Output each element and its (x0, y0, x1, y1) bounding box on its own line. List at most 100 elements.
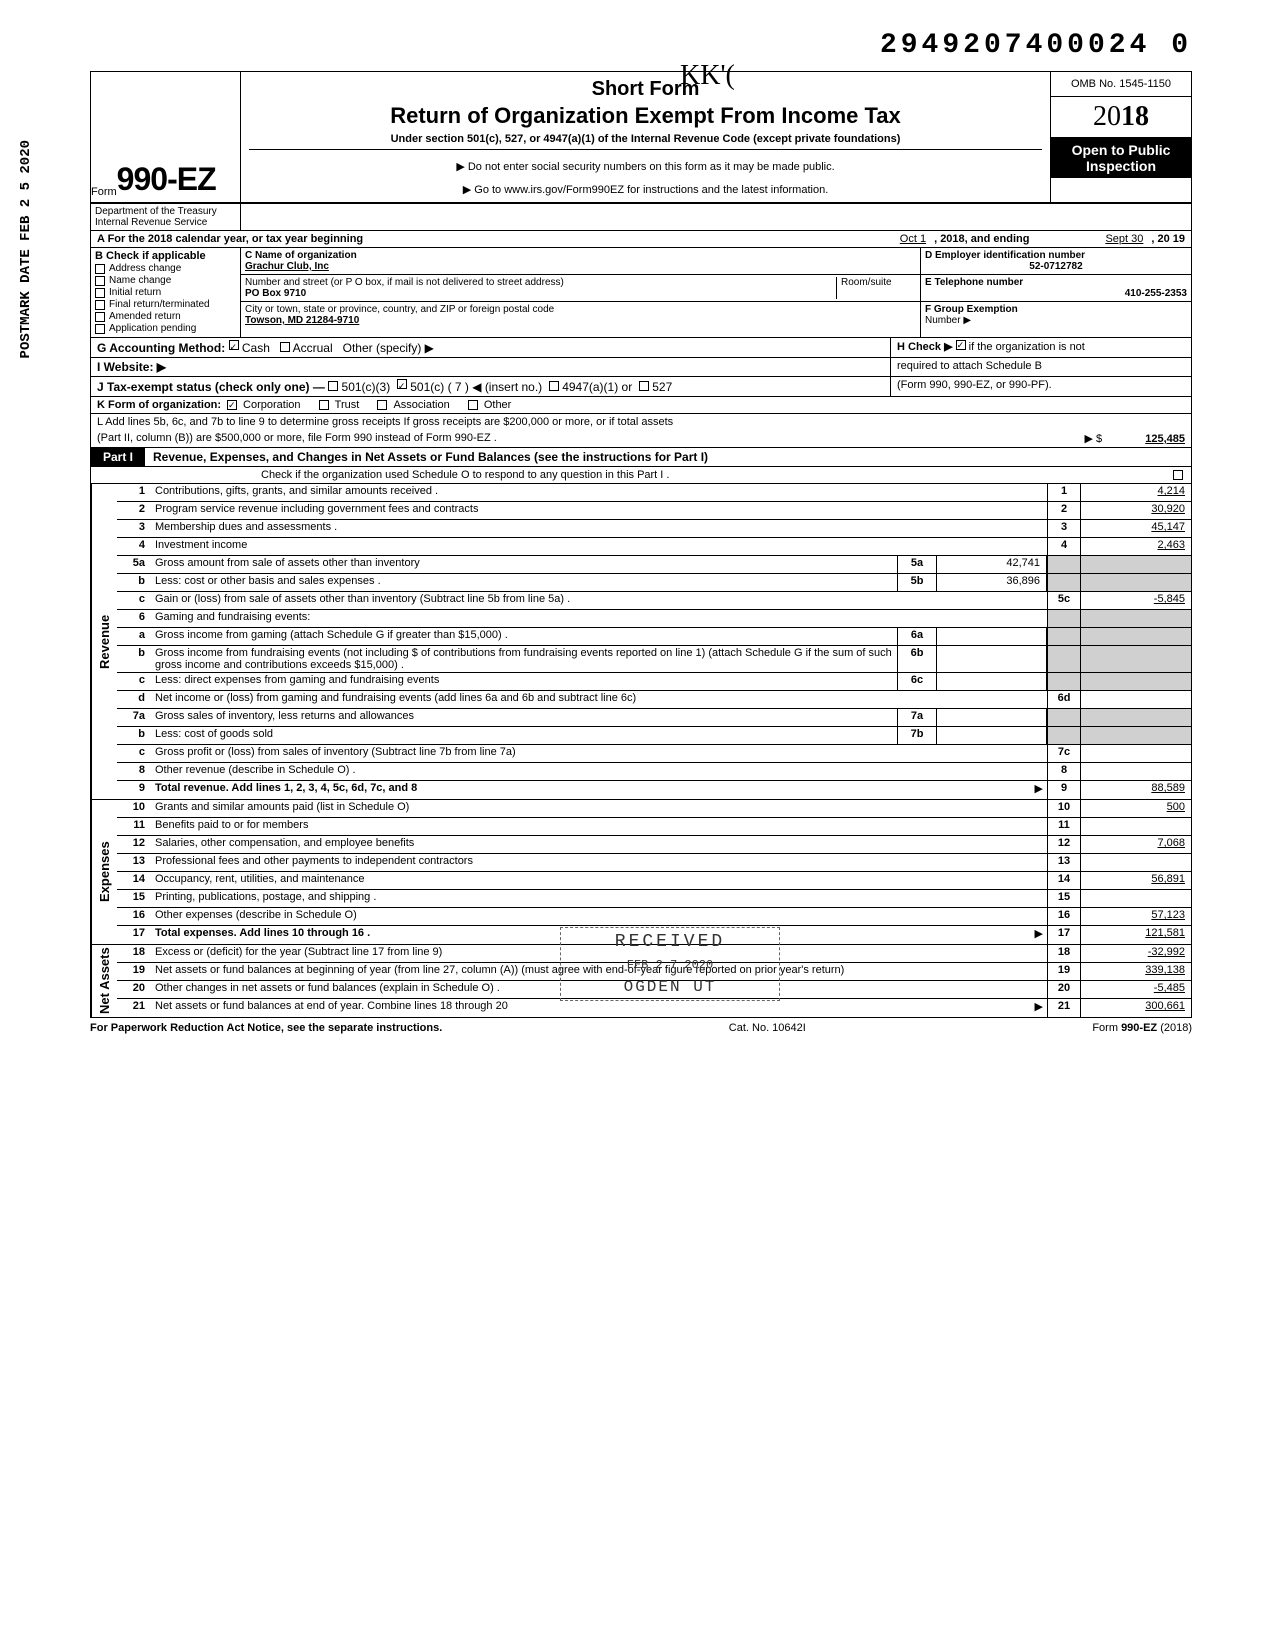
opt-trust: Trust (335, 399, 360, 411)
line-num: 10 (117, 800, 151, 817)
main-num: 2 (1047, 502, 1081, 519)
dept2: Internal Revenue Service (95, 217, 236, 228)
c-city-row: City or town, state or province, country… (241, 302, 920, 328)
h-rest: if the organization is not (969, 341, 1085, 353)
checkbox-4947[interactable] (549, 381, 559, 391)
open-to-public: Open to Public Inspection (1051, 138, 1191, 178)
b-item-label: Name change (109, 275, 171, 286)
l-value: 125,485 (1145, 433, 1185, 445)
checkbox-icon[interactable] (95, 276, 105, 286)
b-checkbox-line: Final return/terminated (95, 299, 236, 310)
line-desc: Grants and similar amounts paid (list in… (151, 800, 1047, 817)
opt-cash: Cash (242, 341, 270, 355)
line-desc: Occupancy, rent, utilities, and maintena… (151, 872, 1047, 889)
under-section: Under section 501(c), 527, or 4947(a)(1)… (249, 133, 1042, 150)
line-num: 13 (117, 854, 151, 871)
b-checkbox-line: Application pending (95, 323, 236, 334)
main-val-shaded (1081, 673, 1191, 690)
line-c: cGain or (loss) from sale of assets othe… (117, 592, 1191, 610)
line-num: 3 (117, 520, 151, 537)
line-b: bLess: cost of goods sold7b (117, 727, 1191, 745)
block-bcdef: B Check if applicable Address changeName… (90, 248, 1192, 338)
checkbox-527[interactable] (639, 381, 649, 391)
main-num: 14 (1047, 872, 1081, 889)
part1-header: Part I Revenue, Expenses, and Changes in… (90, 448, 1192, 467)
b-item-label: Initial return (109, 287, 161, 298)
line-desc: Investment income (151, 538, 1047, 555)
main-val (1081, 763, 1191, 780)
row-j: J Tax-exempt status (check only one) — 5… (91, 377, 891, 396)
main-val (1081, 691, 1191, 708)
line-num: c (117, 673, 151, 690)
sub-val (937, 628, 1047, 645)
checkbox-other-org[interactable] (468, 400, 478, 410)
h-line3: (Form 990, 990-EZ, or 990-PF). (891, 377, 1191, 396)
checkbox-assoc[interactable] (377, 400, 387, 410)
row-a-text: A For the 2018 calendar year, or tax yea… (97, 233, 363, 245)
checkbox-501c[interactable] (397, 379, 407, 389)
footer-left: For Paperwork Reduction Act Notice, see … (90, 1022, 442, 1034)
line-num: b (117, 574, 151, 591)
line-desc: Program service revenue including govern… (151, 502, 1047, 519)
main-val: 88,589 (1081, 781, 1191, 799)
instruct-1: Do not enter social security numbers on … (249, 160, 1042, 173)
b-checkbox-line: Amended return (95, 311, 236, 322)
line-num: 17 (117, 926, 151, 944)
footer: For Paperwork Reduction Act Notice, see … (90, 1022, 1192, 1034)
opt-assoc: Association (393, 399, 449, 411)
l-line2: (Part II, column (B)) are $500,000 or mo… (97, 432, 497, 445)
row-a-tail: , 20 19 (1151, 233, 1185, 245)
line-5a: 5aGross amount from sale of assets other… (117, 556, 1191, 574)
g-label: G Accounting Method: (97, 341, 225, 355)
checkbox-corp[interactable] (227, 400, 237, 410)
sub-val (937, 727, 1047, 744)
line-8: 8Other revenue (describe in Schedule O) … (117, 763, 1191, 781)
main-val: 56,891 (1081, 872, 1191, 889)
checkbox-cash[interactable] (229, 340, 239, 350)
postmark-stamp: POSTMARK DATE FEB 2 5 2020 (18, 140, 34, 358)
line-num: 15 (117, 890, 151, 907)
checkbox-schedule-o[interactable] (1173, 470, 1183, 480)
l-arrow: ▶ $ (1085, 433, 1103, 445)
checkbox-icon[interactable] (95, 288, 105, 298)
col-b: B Check if applicable Address changeName… (91, 248, 241, 337)
line-desc: Printing, publications, postage, and shi… (151, 890, 1047, 907)
line-num: 9 (117, 781, 151, 799)
line-num: 2 (117, 502, 151, 519)
main-num-shaded (1047, 610, 1081, 627)
checkbox-icon[interactable] (95, 324, 105, 334)
line-desc: Gaming and fundraising events: (151, 610, 1047, 627)
checkbox-icon[interactable] (95, 300, 105, 310)
sub-val (937, 673, 1047, 690)
checkbox-accrual[interactable] (280, 342, 290, 352)
checkbox-icon[interactable] (95, 312, 105, 322)
line-16: 16Other expenses (describe in Schedule O… (117, 908, 1191, 926)
dept1: Department of the Treasury (95, 206, 236, 217)
line-desc: Professional fees and other payments to … (151, 854, 1047, 871)
form-prefix: Form (91, 186, 117, 198)
line-desc: Other expenses (describe in Schedule O) (151, 908, 1047, 925)
checkbox-h[interactable] (956, 340, 966, 350)
part1-label: Part I (91, 448, 145, 466)
checkbox-icon[interactable] (95, 264, 105, 274)
checkbox-trust[interactable] (319, 400, 329, 410)
row-a-begin: Oct 1 (900, 233, 926, 245)
h-text: H Check ▶ (897, 341, 953, 353)
header-right: OMB No. 1545-1150 2018 Open to Public In… (1051, 72, 1191, 202)
check-o-line: Check if the organization used Schedule … (90, 467, 1192, 484)
main-val: -32,992 (1081, 945, 1191, 962)
line-desc: Gross income from gaming (attach Schedul… (151, 628, 897, 645)
line-d: dNet income or (loss) from gaming and fu… (117, 691, 1191, 709)
main-num: 21 (1047, 999, 1081, 1017)
open-line2: Inspection (1051, 158, 1191, 174)
checkbox-501c3[interactable] (328, 381, 338, 391)
org-city: Towson, MD 21284-9710 (245, 315, 916, 326)
main-val: 45,147 (1081, 520, 1191, 537)
line-10: 10Grants and similar amounts paid (list … (117, 800, 1191, 818)
c-label-addr: Number and street (or P O box, if mail i… (245, 277, 836, 288)
main-val-shaded (1081, 709, 1191, 726)
main-val: 30,920 (1081, 502, 1191, 519)
l-line1: L Add lines 5b, 6c, and 7b to line 9 to … (97, 416, 673, 428)
opt-501c3: 501(c)(3) (342, 380, 391, 394)
line-desc: Other revenue (describe in Schedule O) . (151, 763, 1047, 780)
